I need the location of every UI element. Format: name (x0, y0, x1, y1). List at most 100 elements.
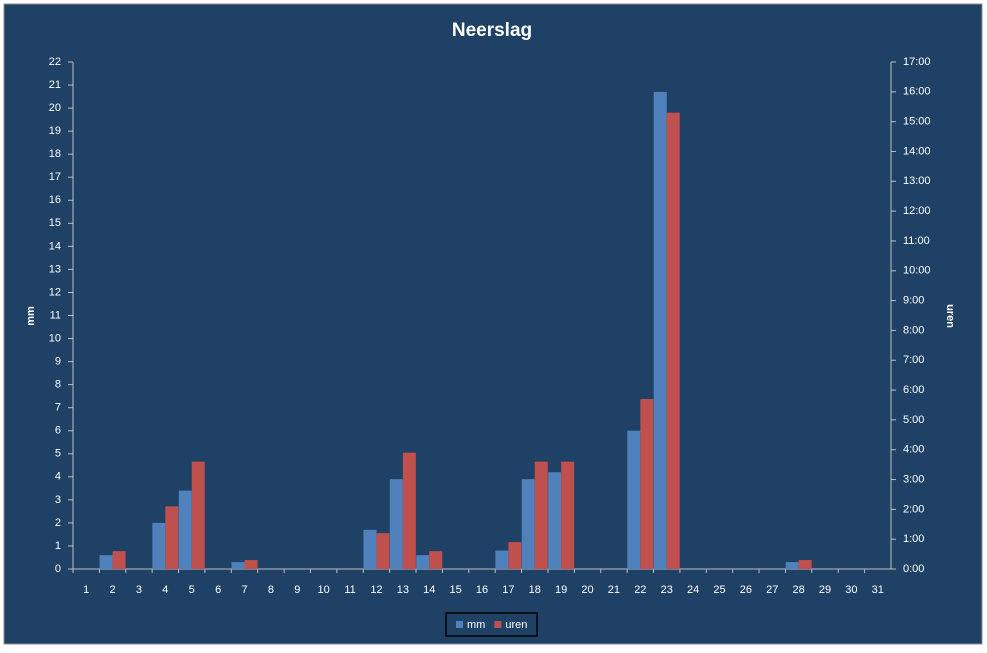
x-tick-label: 2 (110, 584, 116, 596)
x-tick-label: 24 (687, 584, 699, 596)
bar (191, 461, 205, 569)
x-tick-label: 26 (740, 584, 752, 596)
legend-box (445, 612, 538, 637)
y-tick-label: 16 (49, 194, 61, 206)
x-tick-label: 3 (136, 584, 142, 596)
y2-tick-label: 8:00 (903, 324, 924, 336)
y-tick-label: 5 (55, 448, 61, 460)
y2-tick-label: 9:00 (903, 294, 924, 306)
y2-tick-label: 17:00 (903, 56, 931, 68)
chart-title: Neerslag (452, 20, 532, 41)
y-tick-label: 3 (55, 494, 61, 506)
bar (389, 479, 403, 569)
y-tick-label: 15 (49, 217, 61, 229)
y-tick-label: 7 (55, 402, 61, 414)
y-tick-label: 9 (55, 355, 61, 367)
bar (627, 430, 641, 569)
x-tick-label: 12 (370, 584, 382, 596)
y-tick-label: 11 (50, 309, 61, 321)
y-tick-label: 0 (55, 563, 61, 575)
bar (165, 506, 179, 569)
y-tick-label: 13 (49, 263, 61, 275)
bar (653, 91, 667, 569)
y2-axis-title: uren (944, 304, 956, 328)
y2-tick-label: 10:00 (903, 265, 931, 277)
bar (508, 542, 522, 569)
x-tick-label: 13 (397, 584, 409, 596)
x-tick-label: 19 (555, 584, 567, 596)
x-tick-label: 7 (241, 584, 247, 596)
y-tick-label: 21 (49, 79, 61, 91)
x-tick-label: 14 (423, 584, 435, 596)
x-tick-label: 18 (529, 584, 541, 596)
y-tick-label: 2 (55, 517, 61, 529)
bar (363, 529, 377, 569)
x-tick-label: 30 (845, 584, 857, 596)
bar (402, 452, 416, 569)
x-tick-label: 22 (634, 584, 646, 596)
legend-swatch (494, 621, 502, 628)
bar (666, 112, 680, 569)
x-tick-label: 20 (581, 584, 593, 596)
x-tick-label: 4 (162, 584, 168, 596)
x-tick-label: 6 (215, 584, 221, 596)
y2-tick-label: 14:00 (903, 145, 931, 157)
y2-tick-label: 7:00 (903, 354, 924, 366)
bar (429, 551, 443, 569)
y2-tick-label: 2:00 (903, 503, 924, 515)
y-tick-label: 17 (49, 171, 61, 183)
y2-tick-label: 15:00 (903, 116, 931, 128)
x-tick-label: 15 (449, 584, 461, 596)
y-tick-label: 4 (55, 471, 61, 483)
legend-label: mm (467, 619, 485, 631)
bar (534, 461, 548, 569)
x-tick-label: 11 (344, 584, 355, 596)
y2-tick-label: 6:00 (903, 384, 924, 396)
y-tick-label: 19 (49, 125, 61, 137)
bar (231, 562, 245, 569)
y2-tick-label: 16:00 (903, 86, 931, 98)
y-tick-label: 18 (49, 148, 61, 160)
y2-tick-label: 0:00 (903, 563, 924, 575)
y2-tick-label: 13:00 (903, 175, 931, 187)
bar (798, 560, 812, 569)
x-tick-label: 16 (476, 584, 488, 596)
y-tick-label: 14 (49, 240, 61, 252)
y2-tick-label: 5:00 (903, 414, 924, 426)
y-tick-label: 20 (49, 102, 61, 114)
bar (178, 490, 192, 569)
x-tick-label: 21 (608, 584, 620, 596)
x-tick-label: 1 (83, 584, 89, 596)
y2-tick-label: 4:00 (903, 444, 924, 456)
x-tick-label: 9 (294, 584, 300, 596)
y-tick-label: 22 (49, 56, 61, 68)
bar (495, 550, 509, 569)
bar (99, 555, 113, 569)
chart-background (3, 3, 983, 645)
bar (521, 479, 535, 569)
legend-label: uren (505, 619, 527, 631)
y2-tick-label: 3:00 (903, 473, 924, 485)
y-tick-label: 12 (49, 286, 61, 298)
bar (785, 562, 799, 569)
bar (376, 533, 390, 569)
x-tick-label: 28 (793, 584, 805, 596)
bar (416, 555, 430, 569)
bar (640, 399, 654, 569)
bar (561, 461, 575, 569)
y-tick-label: 1 (55, 540, 61, 552)
bar (548, 472, 562, 569)
x-tick-label: 5 (189, 584, 195, 596)
y2-tick-label: 11:00 (903, 235, 930, 247)
y2-tick-label: 12:00 (903, 205, 931, 217)
y-tick-label: 10 (49, 332, 61, 344)
legend-swatch (456, 621, 463, 628)
bar (152, 522, 166, 569)
y-axis-title: mm (25, 306, 37, 326)
y2-tick-label: 1:00 (903, 533, 924, 545)
x-tick-label: 8 (268, 584, 274, 596)
bar (244, 560, 258, 569)
bar (112, 551, 126, 569)
x-tick-label: 27 (766, 584, 778, 596)
